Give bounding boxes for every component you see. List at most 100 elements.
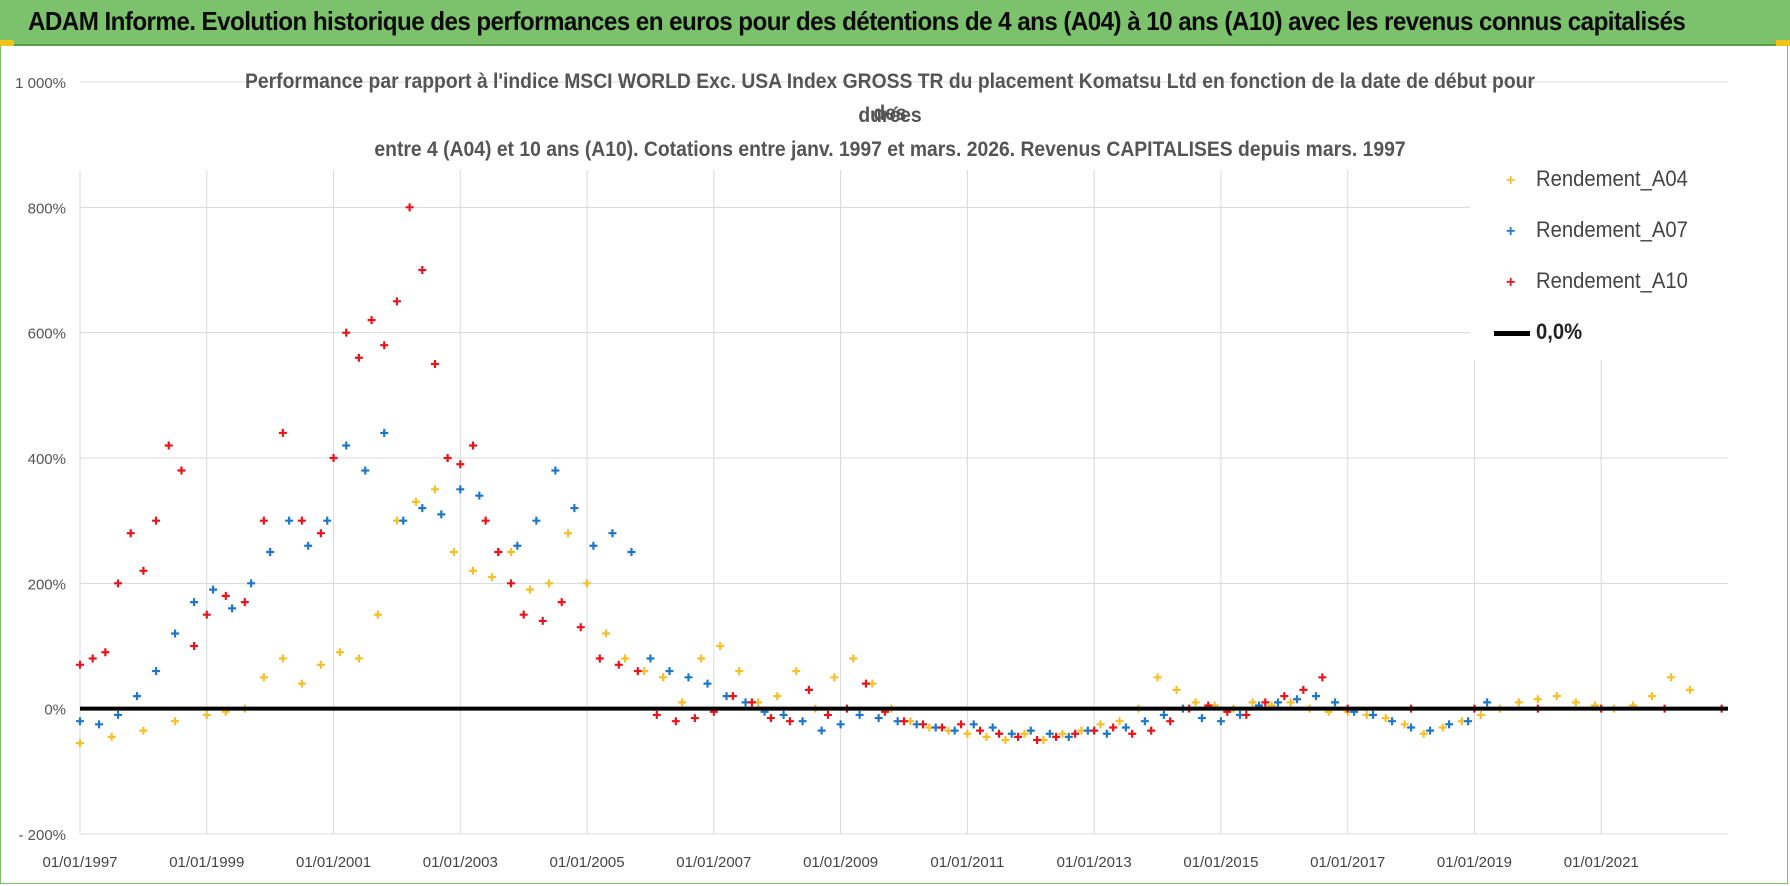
data-point: [1647, 692, 1656, 701]
data-point: [608, 529, 617, 538]
data-point: [88, 654, 97, 663]
data-point: [830, 673, 839, 682]
chart-title-line-2: durées: [858, 104, 922, 127]
data-point: [804, 685, 813, 694]
data-point: [1001, 736, 1010, 744]
data-point: [354, 353, 363, 362]
data-point: [1299, 685, 1308, 694]
data-point: [190, 598, 199, 607]
x-tick-label: 01/01/2009: [803, 854, 878, 871]
data-point: [171, 717, 180, 726]
data-point: [957, 720, 966, 729]
data-point: [1426, 726, 1435, 735]
y-tick-label: - 200%: [18, 827, 66, 844]
data-point: [507, 548, 516, 556]
data-point: [938, 723, 947, 732]
x-axis-ticks: 01/01/1997 01/01/1999 01/01/2001 01/01/2003…: [42, 854, 1638, 871]
data-point: [1216, 717, 1225, 726]
x-tick-label: 01/01/2015: [1183, 854, 1258, 871]
data-point: [342, 441, 351, 450]
data-point: [266, 548, 275, 556]
chart-title-line-1: Performance par rapport à l'indice MSCI …: [245, 70, 1535, 125]
data-point: [1666, 673, 1675, 682]
data-point: [1007, 729, 1016, 738]
data-point: [1483, 698, 1492, 707]
data-point: [646, 654, 655, 663]
data-point: [114, 579, 123, 588]
data-point: [76, 717, 84, 726]
data-point: [1533, 695, 1542, 704]
data-point: [1286, 698, 1295, 707]
x-tick-label: 01/01/2001: [296, 854, 371, 871]
data-point: [1140, 717, 1149, 726]
data-point: [1096, 720, 1105, 729]
data-point: [297, 679, 306, 688]
data-point: [652, 710, 661, 719]
data-point: [545, 579, 554, 588]
data-point: [1071, 729, 1080, 738]
data-point: [1166, 717, 1175, 726]
data-point: [969, 720, 978, 729]
legend-marker-a04: +: [1506, 172, 1516, 189]
data-point: [551, 466, 560, 475]
data-point: [659, 673, 668, 682]
data-point: [101, 648, 110, 657]
data-point: [1121, 723, 1130, 732]
data-point: [1331, 698, 1340, 707]
data-point: [779, 710, 788, 719]
y-axis-ticks: - 200% 0% 200% 400% 600% 800% 1 000%: [15, 75, 66, 844]
data-point: [538, 616, 547, 625]
data-point: [1369, 710, 1378, 719]
data-point: [139, 566, 148, 575]
banner-title: ADAM Informe. Evolution historique des p…: [28, 6, 1686, 36]
data-point: [1571, 698, 1580, 707]
data-point: [526, 585, 535, 594]
data-point: [380, 341, 389, 350]
data-point: [481, 516, 490, 525]
series-rendement_a04: [76, 485, 1694, 748]
data-point: [430, 360, 439, 368]
data-point: [716, 642, 725, 650]
data-point: [76, 739, 84, 748]
data-point: [1438, 723, 1447, 732]
data-point: [392, 297, 401, 306]
legend-label-a04: Rendement_A04: [1536, 166, 1688, 191]
data-point: [507, 579, 516, 588]
data-point: [380, 428, 389, 437]
data-point: [1419, 729, 1428, 738]
report-banner: ADAM Informe. Evolution historique des p…: [0, 0, 1790, 46]
data-point: [900, 717, 908, 726]
data-point: [1388, 717, 1397, 726]
data-point: [278, 654, 287, 663]
data-point: [152, 667, 161, 676]
data-point: [1014, 732, 1023, 741]
data-point: [836, 720, 845, 729]
data-point: [950, 726, 959, 735]
x-tick-label: 01/01/2011: [930, 854, 1004, 871]
x-tick-label: 01/01/2013: [1057, 854, 1132, 871]
data-point: [76, 660, 84, 669]
data-point: [430, 485, 439, 494]
data-point: [1090, 726, 1099, 735]
data-point: [583, 579, 592, 588]
chart-title-line-3: entre 4 (A04) et 10 ans (A10). Cotations…: [374, 138, 1406, 161]
data-point: [621, 654, 630, 663]
data-point: [1052, 732, 1061, 741]
data-point: [418, 266, 427, 274]
data-point: [697, 654, 706, 663]
data-point: [671, 717, 680, 726]
x-tick-label: 01/01/2005: [550, 854, 625, 871]
data-point: [1045, 729, 1054, 738]
data-point: [1318, 673, 1327, 682]
legend-item-zero: 0,0%: [1470, 317, 1730, 351]
data-point: [133, 692, 142, 701]
data-point: [114, 710, 123, 719]
data-point: [1026, 726, 1035, 735]
series-rendement_a10: [76, 203, 1726, 744]
y-tick-label: 1 000%: [15, 75, 66, 92]
data-point: [405, 203, 414, 212]
data-point: [95, 720, 104, 729]
data-point: [342, 328, 351, 337]
x-tick-label: 01/01/1997: [42, 854, 117, 871]
data-point: [1064, 732, 1073, 741]
